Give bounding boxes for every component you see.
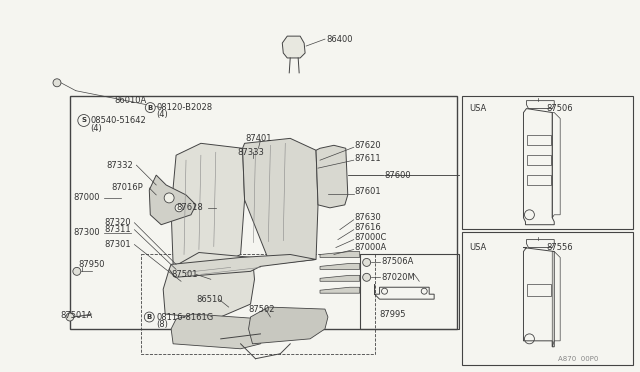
- Polygon shape: [149, 175, 196, 225]
- Text: A870  00P0: A870 00P0: [558, 356, 598, 362]
- Text: 87000C: 87000C: [355, 233, 387, 242]
- Text: 86400: 86400: [326, 35, 353, 44]
- Circle shape: [53, 79, 61, 87]
- Text: 87320: 87320: [104, 218, 131, 227]
- Circle shape: [73, 267, 81, 275]
- Text: 87601: 87601: [355, 187, 381, 196]
- Text: (8): (8): [156, 320, 168, 330]
- Polygon shape: [316, 145, 348, 208]
- Text: 87000A: 87000A: [355, 243, 387, 252]
- Text: 87300: 87300: [74, 228, 100, 237]
- Text: 87506: 87506: [547, 104, 573, 113]
- Polygon shape: [320, 251, 360, 257]
- Text: 08116-8161G: 08116-8161G: [156, 312, 214, 321]
- Text: 87311: 87311: [104, 225, 131, 234]
- Text: 87506A: 87506A: [381, 257, 414, 266]
- Bar: [527, 284, 551, 296]
- Text: (4): (4): [156, 110, 168, 119]
- Circle shape: [363, 259, 371, 266]
- Text: 87600: 87600: [385, 171, 411, 180]
- Text: (4): (4): [91, 124, 102, 133]
- Text: 87556: 87556: [547, 243, 573, 252]
- Polygon shape: [171, 143, 244, 269]
- Text: USA: USA: [469, 243, 486, 252]
- Circle shape: [363, 273, 371, 281]
- Text: 87000: 87000: [74, 193, 100, 202]
- Circle shape: [78, 115, 90, 126]
- Polygon shape: [320, 263, 360, 269]
- Text: 87016P: 87016P: [111, 183, 143, 192]
- Text: 87630: 87630: [355, 213, 381, 222]
- Polygon shape: [169, 254, 316, 277]
- Text: USA: USA: [469, 104, 486, 113]
- Bar: [141, 254, 374, 354]
- Bar: [462, 96, 633, 229]
- Text: 87950: 87950: [79, 260, 106, 269]
- Polygon shape: [282, 36, 305, 58]
- Text: 08540-51642: 08540-51642: [91, 116, 147, 125]
- Circle shape: [164, 193, 174, 203]
- Text: B: B: [147, 314, 152, 320]
- Circle shape: [175, 204, 183, 212]
- Text: 86010A: 86010A: [115, 96, 147, 105]
- Bar: [70, 96, 457, 329]
- Text: 87301: 87301: [104, 240, 131, 249]
- Text: 87501: 87501: [171, 270, 198, 279]
- Text: 87333: 87333: [237, 148, 264, 157]
- Circle shape: [145, 312, 154, 322]
- Text: 87618: 87618: [176, 203, 203, 212]
- Polygon shape: [243, 138, 318, 264]
- Text: S: S: [81, 118, 86, 124]
- Text: 08120-B2028: 08120-B2028: [156, 103, 212, 112]
- Text: 87401: 87401: [246, 134, 272, 143]
- Circle shape: [66, 313, 74, 321]
- Polygon shape: [171, 314, 266, 349]
- Polygon shape: [248, 307, 328, 344]
- Text: 87332: 87332: [107, 161, 133, 170]
- Bar: [527, 135, 551, 145]
- Bar: [462, 232, 633, 365]
- Bar: [527, 175, 551, 185]
- Text: 86510: 86510: [196, 295, 223, 304]
- Text: 87995: 87995: [380, 310, 406, 318]
- Polygon shape: [320, 287, 360, 293]
- Text: 87020M: 87020M: [381, 273, 415, 282]
- Text: 87501A: 87501A: [60, 311, 92, 320]
- Text: 87611: 87611: [355, 154, 381, 163]
- Polygon shape: [163, 253, 255, 319]
- Text: 87620: 87620: [355, 141, 381, 150]
- Text: 87502: 87502: [248, 305, 275, 314]
- Bar: [527, 155, 551, 165]
- Text: B: B: [148, 105, 153, 110]
- Bar: [360, 254, 459, 329]
- Circle shape: [145, 103, 156, 113]
- Polygon shape: [320, 275, 360, 281]
- Text: 87616: 87616: [355, 223, 381, 232]
